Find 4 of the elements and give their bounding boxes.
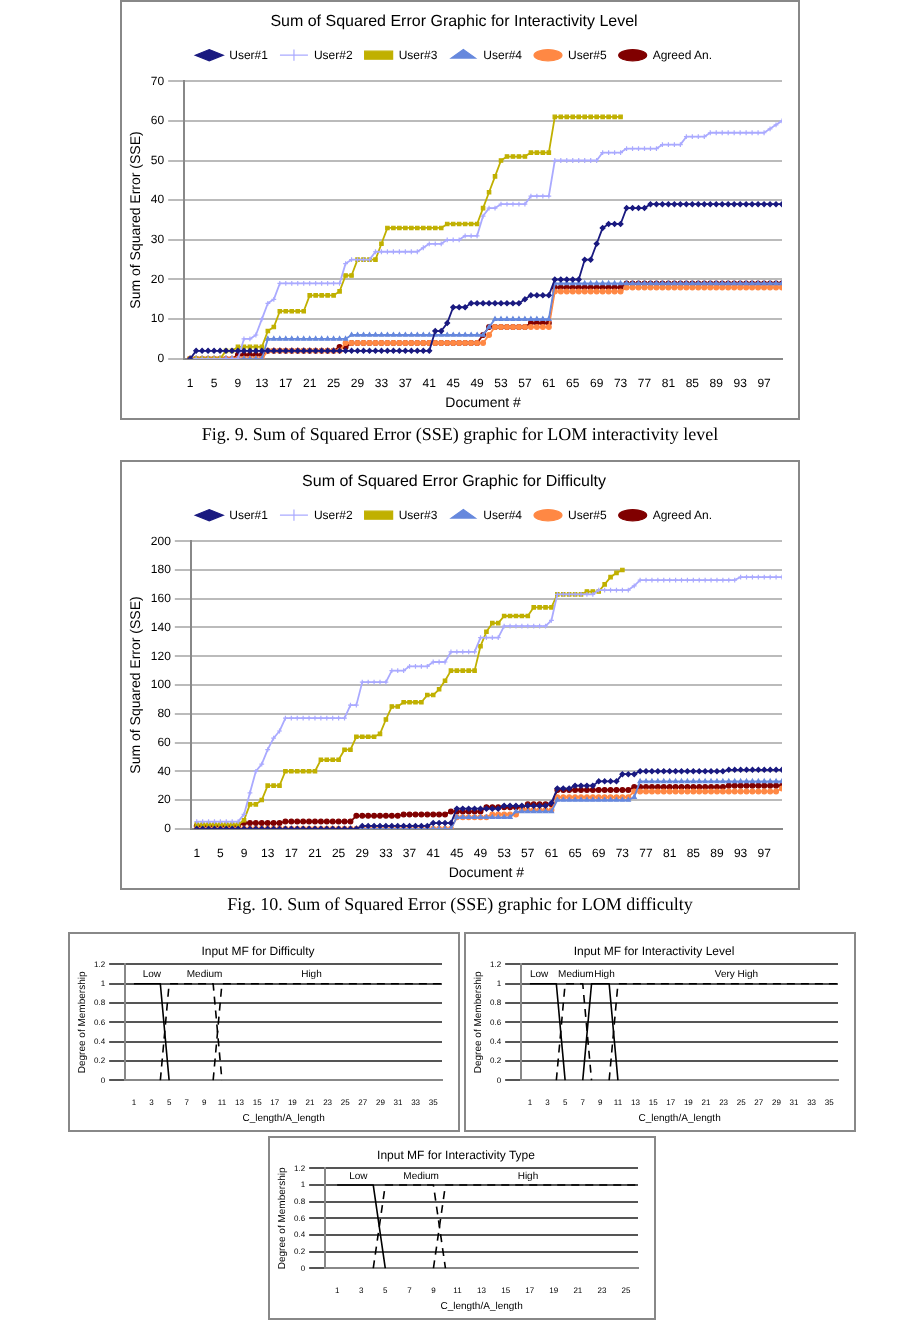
caption: Fig. 9. Sum of Squared Error (SSE) graphic for LOM interactivity level [199,424,721,444]
chart-title: Sum of Squared Error Graphic for Difficulty [302,472,606,491]
chart-title: Sum of Squared Error Graphic for Interactivity Level [270,12,639,31]
caption: Fig. 10. Sum of Squared Error (SSE) graphic for LOM difficulty [225,894,695,914]
